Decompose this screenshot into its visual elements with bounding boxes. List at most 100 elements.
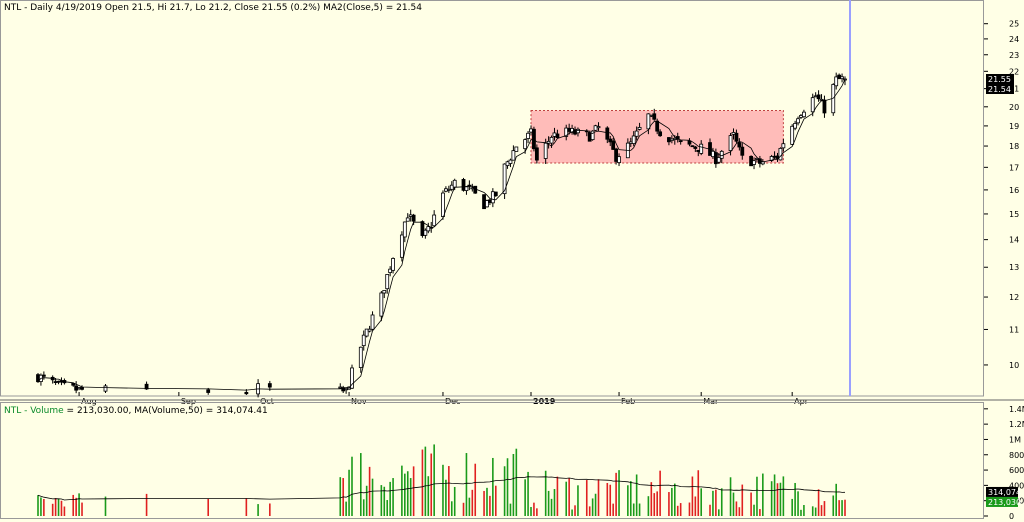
- volume-bar: [773, 474, 776, 516]
- volume-bar: [421, 449, 424, 516]
- candle-up: [350, 367, 354, 389]
- volume-bar: [75, 497, 77, 516]
- volume-bar: [606, 482, 609, 516]
- volume-bar: [386, 500, 389, 516]
- price-last-badge: [986, 74, 1014, 85]
- price-tick-label: 17: [1009, 163, 1019, 172]
- candle-up: [634, 130, 639, 137]
- price-tick-label: 24: [1009, 35, 1019, 44]
- volume-bar: [371, 478, 374, 516]
- volume-tick-label: 1M: [1009, 435, 1021, 444]
- ma-line: [37, 79, 846, 391]
- volume-bar: [486, 487, 488, 516]
- volume-bar: [659, 470, 661, 516]
- volume-bar: [54, 498, 57, 516]
- volume-header: NTL - Volume = 213,030.00, MA(Volume,50)…: [4, 406, 268, 416]
- volume-bar: [389, 481, 391, 516]
- volume-bar: [515, 448, 518, 516]
- volume-bar: [612, 503, 614, 516]
- candle-up: [358, 346, 363, 368]
- volume-panel: 0200,000400,000600,000800,0001M1.2M1.4M: [0, 402, 1024, 521]
- volume-bar: [588, 506, 591, 516]
- volume-bar: [741, 484, 744, 516]
- volume-bar: [638, 503, 641, 516]
- volume-bar: [738, 507, 741, 516]
- ma-last-label: 21.54: [988, 85, 1011, 94]
- price-tick-label: 11: [1009, 325, 1019, 334]
- volume-bar: [524, 479, 526, 516]
- volume-bar: [715, 489, 717, 516]
- candle-down: [534, 147, 539, 161]
- price-tick-label: 18: [1009, 142, 1019, 151]
- candle-down: [608, 138, 613, 143]
- volume-bar: [803, 505, 805, 516]
- candle-down: [734, 132, 739, 142]
- volume-bar: [732, 492, 735, 516]
- volume-bar: [401, 465, 403, 516]
- volume-bar: [750, 492, 752, 516]
- candle-up: [617, 156, 621, 163]
- volume-bar: [618, 470, 620, 516]
- volume-bar: [817, 489, 820, 516]
- candle-up: [778, 147, 783, 161]
- volume-tick-label: 1.2M: [1009, 420, 1024, 429]
- volume-tick-label: 400,000: [1009, 481, 1024, 490]
- volume-bar: [835, 483, 837, 516]
- price-tick-label: 21: [1009, 85, 1019, 94]
- candle-up: [464, 186, 469, 192]
- volume-bar: [462, 502, 465, 516]
- volume-tick-label: 800,000: [1009, 451, 1024, 460]
- price-last-label: 21.55: [988, 75, 1011, 84]
- volume-bar: [63, 506, 66, 516]
- candle-down: [740, 146, 745, 156]
- candle-up: [769, 156, 774, 162]
- candle-up: [526, 132, 530, 139]
- volume-bar: [759, 509, 761, 516]
- volume-bar: [506, 458, 509, 516]
- candle-up: [399, 234, 404, 258]
- volume-bar: [718, 509, 720, 516]
- candle-up: [426, 226, 431, 232]
- volume-bar: [51, 503, 54, 516]
- candle-up: [103, 385, 108, 392]
- volume-bar: [594, 493, 597, 516]
- volume-bar: [380, 485, 383, 516]
- x-tick-label-nov: Nov: [351, 397, 367, 406]
- volume-bar: [753, 504, 755, 516]
- candle-up: [646, 113, 651, 130]
- volume-bar: [647, 496, 650, 516]
- volume-bar: [676, 505, 679, 516]
- candle-up: [379, 292, 384, 317]
- volume-header-series: NTL - Volume: [4, 406, 64, 416]
- candle-up: [446, 188, 451, 191]
- volume-bar: [673, 483, 676, 516]
- volume-bar: [729, 477, 732, 516]
- volume-bar: [770, 481, 773, 516]
- volume-bar: [735, 501, 738, 516]
- volume-bar: [844, 499, 846, 516]
- price-tick-label: 20: [1009, 103, 1019, 112]
- volume-bar: [650, 482, 653, 516]
- volume-last-label: 213,030: [988, 498, 1021, 507]
- volume-bar: [720, 488, 723, 516]
- volume-bar: [433, 444, 435, 516]
- candle-up: [728, 135, 733, 152]
- volume-last-badge: [986, 496, 1018, 507]
- x-tick-label-apr: Apr: [794, 397, 809, 406]
- volume-bar: [483, 490, 485, 516]
- volume-bar: [257, 504, 259, 516]
- candle-down: [244, 391, 249, 395]
- candle-up: [810, 97, 815, 113]
- candle-down: [80, 387, 84, 390]
- volume-bar: [57, 498, 60, 516]
- volume-bar: [145, 493, 148, 516]
- candle-up: [402, 221, 407, 238]
- volume-bar: [800, 509, 802, 516]
- price-tick-label: 25: [1009, 20, 1019, 29]
- volume-bar: [207, 498, 210, 516]
- candle-up: [699, 143, 704, 154]
- volume-bar: [536, 508, 538, 516]
- volume-bar: [838, 500, 840, 516]
- candle-down: [267, 383, 272, 388]
- price-tick-label: 14: [1009, 236, 1019, 245]
